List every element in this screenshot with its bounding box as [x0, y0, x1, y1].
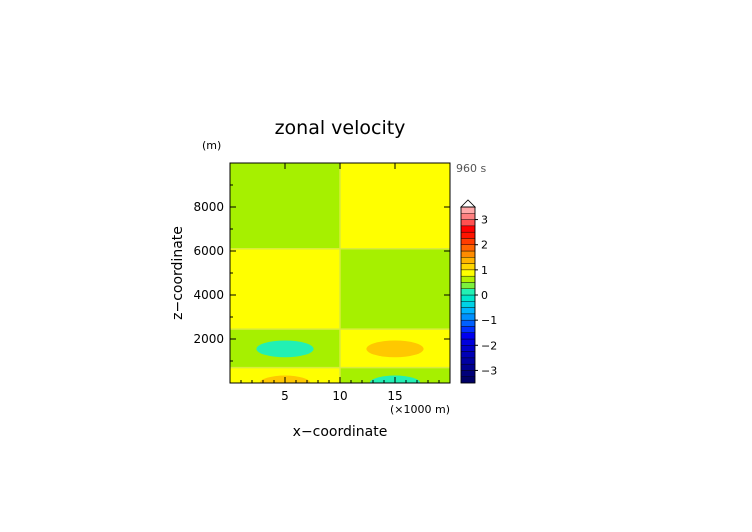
colorbar-tick-label: −3 — [481, 364, 497, 377]
colorbar-segment-2 — [460, 363, 476, 371]
contour-cell-0 — [256, 340, 314, 358]
contour-cell-1 — [366, 340, 424, 358]
colorbar-segment-14 — [460, 288, 476, 296]
chart-title: zonal velocity — [275, 117, 406, 139]
colorbar-extend-triangle — [460, 199, 476, 208]
colorbar-segment-15 — [460, 282, 476, 289]
colorbar-segment-1 — [460, 370, 476, 377]
colorbar-segment-13 — [460, 294, 476, 302]
colorbar: 3 2 1 0 −1 −2 −3 — [460, 199, 497, 384]
contour-region-2 — [230, 248, 340, 330]
contour-region-6 — [230, 367, 340, 383]
y-tick-label: 4000 — [193, 288, 224, 302]
x-unit-label: (×1000 m) — [390, 403, 450, 416]
x-tick-label: 15 — [387, 389, 402, 403]
contour-region-0 — [230, 163, 340, 249]
y-axis: 2000 4000 6000 8000 — [193, 184, 450, 362]
colorbar-segment-21 — [460, 244, 476, 252]
colorbar-segment-12 — [460, 301, 476, 308]
y-tick-label: 8000 — [193, 200, 224, 214]
y-unit-label: (m) — [202, 139, 221, 152]
colorbar-tick-label: 3 — [481, 214, 488, 227]
colorbar-segment-18 — [460, 263, 476, 271]
colorbar-segment-11 — [460, 307, 476, 315]
colorbar-segment-26 — [460, 213, 476, 220]
colorbar-segment-5 — [460, 345, 476, 352]
y-axis-label: z−coordinate — [170, 226, 186, 320]
colorbar-segment-19 — [460, 257, 476, 264]
colorbar-segment-20 — [460, 250, 476, 258]
contour-region-7 — [340, 367, 450, 383]
x-axis-label: x−coordinate — [293, 424, 388, 440]
x-axis: 5 10 15 — [240, 163, 440, 403]
colorbar-segment-27 — [460, 206, 476, 214]
colorbar-segment-3 — [460, 357, 476, 365]
colorbar-segment-17 — [460, 269, 476, 277]
colorbar-segment-7 — [460, 332, 476, 340]
colorbar-segment-16 — [460, 275, 476, 283]
colorbar-tick-label: 0 — [481, 289, 488, 302]
colorbar-segment-22 — [460, 238, 476, 245]
x-tick-label: 10 — [332, 389, 347, 403]
colorbar-segment-6 — [460, 338, 476, 346]
colorbar-segment-23 — [460, 231, 476, 239]
colorbar-segment-4 — [460, 351, 476, 359]
x-tick-label: 5 — [281, 389, 289, 403]
colorbar-tick-label: −2 — [481, 339, 497, 352]
colorbar-tick-label: 2 — [481, 239, 488, 252]
plot-area — [230, 163, 450, 383]
colorbar-segment-24 — [460, 225, 476, 233]
colorbar-tick-label: −1 — [481, 314, 497, 327]
colorbar-segment-10 — [460, 313, 476, 321]
colorbar-tick-label: 1 — [481, 264, 488, 277]
colorbar-segment-25 — [460, 219, 476, 227]
contour-region-3 — [340, 248, 450, 330]
time-label: 960 s — [456, 162, 486, 175]
colorbar-segment-0 — [460, 376, 476, 384]
colorbar-segment-9 — [460, 319, 476, 327]
contour-region-1 — [340, 163, 450, 249]
y-tick-label: 2000 — [193, 332, 224, 346]
colorbar-segment-8 — [460, 326, 476, 333]
y-tick-label: 6000 — [193, 244, 224, 258]
